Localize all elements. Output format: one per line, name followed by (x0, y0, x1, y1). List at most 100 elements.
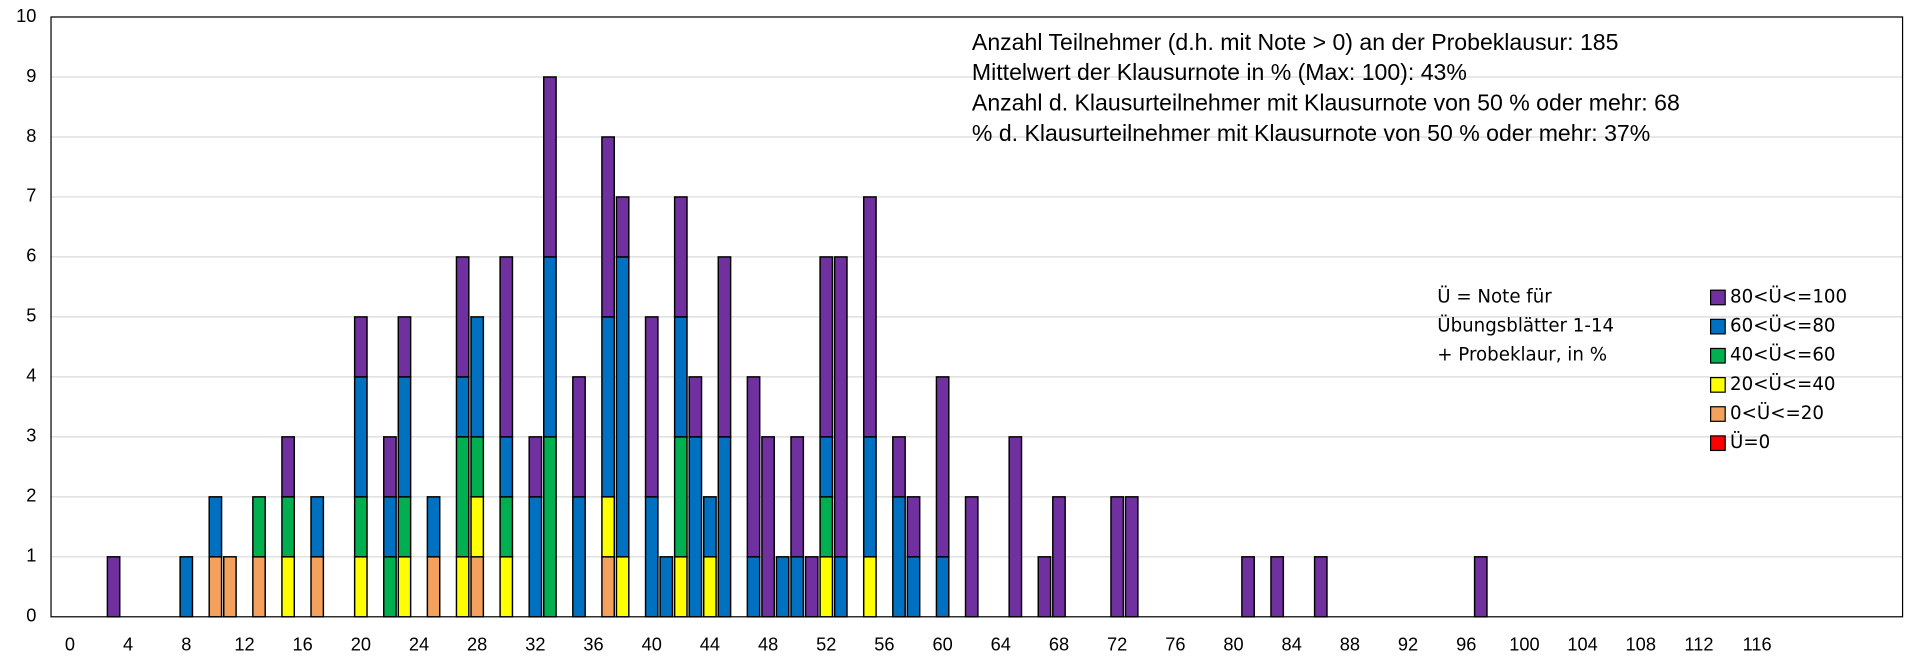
bar-segment (659, 556, 674, 618)
x-tick-label: 24 (409, 635, 429, 655)
x-tick-label: 4 (123, 635, 133, 655)
bar-segment (862, 196, 877, 438)
legend-swatch (1710, 347, 1726, 364)
bar-segment (470, 436, 485, 498)
legend-label: 20<Ü<=40 (1730, 373, 1835, 395)
bar-segment (1313, 556, 1328, 618)
bar-segment (397, 376, 412, 498)
bar-segment (455, 556, 470, 618)
bar-segment (833, 256, 848, 558)
bar-segment (746, 556, 761, 618)
bar-segment (223, 556, 237, 618)
bar-segment (1241, 556, 1255, 618)
bar-segment (470, 556, 485, 618)
bar-segment (499, 556, 514, 618)
bar-segment (673, 316, 688, 438)
bar-segment (644, 496, 659, 618)
legend-label: 0<Ü<=20 (1730, 402, 1824, 424)
bar-segment (1473, 556, 1488, 618)
bar-segment (644, 316, 659, 498)
bar-segment (1110, 496, 1125, 618)
x-tick-label: 28 (467, 635, 487, 655)
bar-segment (892, 436, 906, 498)
x-tick-label: 36 (583, 635, 603, 655)
x-tick-label: 48 (758, 635, 778, 655)
x-tick-label: 12 (234, 635, 254, 655)
bar-segment (761, 436, 775, 618)
x-tick-label: 100 (1509, 635, 1539, 655)
bar-segment (790, 436, 805, 558)
bar-segment (383, 496, 397, 558)
legend-label: Ü=0 (1730, 431, 1770, 453)
bar-segment (673, 436, 688, 558)
bar-segment (528, 436, 543, 498)
bar-segment (790, 556, 805, 618)
x-tick-label: 76 (1165, 635, 1185, 655)
bar-segment (964, 496, 979, 618)
bar-segment (601, 316, 616, 498)
x-tick-label: 112 (1684, 635, 1713, 655)
bar-segment (455, 376, 470, 438)
x-tick-label: 92 (1398, 635, 1418, 655)
bar-segment (862, 556, 877, 618)
bar-segment (1124, 496, 1139, 618)
bar-segment (281, 556, 296, 618)
x-tick-label: 108 (1626, 635, 1656, 655)
bar-segment (353, 376, 368, 498)
bar-segment (1052, 496, 1066, 618)
bar-segment (470, 316, 485, 438)
legend-swatch (1710, 406, 1726, 422)
x-tick-label: 56 (874, 635, 894, 655)
bar-segment (702, 496, 717, 558)
bar-segment (353, 316, 368, 378)
x-tick-label: 16 (293, 635, 313, 655)
y-tick-label: 10 (16, 6, 36, 26)
x-tick-label: 8 (181, 635, 191, 655)
x-tick-label: 32 (525, 635, 545, 655)
x-tick-label: 40 (642, 635, 662, 655)
x-tick-label: 84 (1282, 635, 1302, 655)
bar-segment (426, 556, 441, 618)
note: Ü = Note für (1437, 285, 1552, 307)
bar-segment (833, 556, 848, 618)
y-tick-label: 2 (26, 486, 36, 506)
x-tick-label: 80 (1223, 635, 1243, 655)
bar-segment (499, 256, 514, 438)
bar-segment (819, 436, 834, 498)
bar-segment (892, 496, 906, 618)
bar-segment (1008, 436, 1023, 618)
note: Übungsblätter 1-14 (1437, 315, 1614, 337)
x-tick-label: 20 (351, 635, 371, 655)
legend-swatch (1710, 376, 1726, 393)
bar-segment (804, 556, 819, 618)
bar-segment (499, 436, 514, 498)
bar-segment (383, 436, 397, 498)
x-tick-label: 44 (700, 635, 720, 655)
bar-segment (310, 556, 325, 618)
y-tick-label: 4 (26, 366, 36, 386)
y-tick-label: 6 (26, 246, 36, 266)
bar-segment (819, 556, 834, 618)
bar-segment (397, 316, 412, 378)
bar-segment (673, 556, 688, 618)
bar-segment (281, 436, 296, 498)
bar-segment (1270, 556, 1285, 618)
y-tick-label: 0 (26, 606, 36, 626)
bar-segment (688, 436, 703, 618)
x-tick-label: 60 (932, 635, 952, 655)
bar-segment (601, 556, 616, 618)
legend-swatch (1710, 318, 1726, 335)
bar-segment (353, 556, 368, 618)
bar-segment (397, 496, 412, 558)
bar-segment (775, 556, 790, 618)
bar-segment (208, 556, 223, 618)
bar-segment (252, 496, 266, 558)
x-tick-label: 52 (816, 635, 836, 655)
annotation: Anzahl Teilnehmer (d.h. mit Note > 0) an… (972, 29, 1619, 55)
bar-segment (906, 556, 921, 618)
bar-segment (688, 376, 703, 438)
bar-segment (208, 496, 223, 558)
bar-segment (397, 556, 412, 618)
y-tick-label: 7 (26, 186, 36, 206)
